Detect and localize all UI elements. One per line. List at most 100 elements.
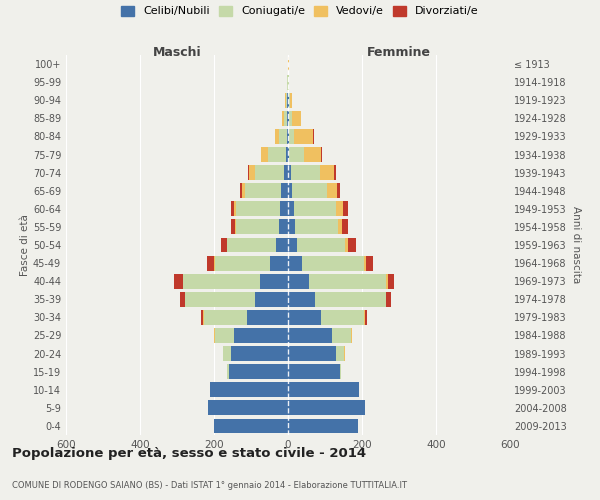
Bar (334, 165, 336, 180)
Bar (320, 165, 334, 180)
Bar (287, 129, 288, 144)
Bar (310, 274, 386, 288)
Bar (343, 202, 347, 216)
Bar (342, 220, 347, 234)
Bar (297, 238, 345, 252)
Text: Popolazione per età, sesso e stato civile - 2014: Popolazione per età, sesso e stato civil… (12, 448, 366, 460)
Bar (286, 93, 287, 108)
Bar (279, 220, 288, 234)
Bar (287, 111, 288, 126)
Bar (336, 346, 344, 361)
Bar (208, 256, 214, 270)
Bar (386, 292, 391, 306)
Bar (345, 238, 348, 252)
Bar (208, 400, 288, 415)
Bar (288, 292, 314, 306)
Bar (214, 256, 215, 270)
Bar (235, 220, 236, 234)
Bar (288, 328, 332, 343)
Bar (260, 147, 262, 162)
Bar (288, 202, 294, 216)
Bar (214, 418, 288, 434)
Bar (276, 238, 288, 252)
Bar (182, 274, 183, 288)
Bar (338, 220, 342, 234)
Bar (248, 165, 249, 180)
Bar (366, 256, 373, 270)
Bar (215, 256, 269, 270)
Bar (240, 184, 242, 198)
Bar (235, 202, 236, 216)
Bar (288, 256, 302, 270)
Bar (351, 328, 352, 343)
Bar (214, 328, 215, 343)
Bar (292, 111, 301, 126)
Bar (288, 93, 289, 108)
Bar (288, 382, 359, 397)
Bar (223, 346, 230, 361)
Bar (230, 346, 288, 361)
Legend: Celibi/Nubili, Coniugati/e, Vedovi/e, Divorziati/e: Celibi/Nubili, Coniugati/e, Vedovi/e, Di… (121, 6, 479, 16)
Bar (280, 129, 287, 144)
Bar (269, 256, 288, 270)
Bar (210, 382, 288, 397)
Text: Femmine: Femmine (367, 46, 431, 59)
Bar (229, 364, 288, 379)
Bar (289, 111, 292, 126)
Bar (288, 274, 310, 288)
Bar (288, 238, 297, 252)
Bar (288, 220, 295, 234)
Bar (292, 184, 327, 198)
Bar (236, 220, 279, 234)
Bar (249, 165, 254, 180)
Bar (284, 165, 288, 180)
Bar (302, 256, 364, 270)
Bar (294, 129, 313, 144)
Bar (288, 184, 292, 198)
Bar (183, 274, 260, 288)
Bar (203, 310, 247, 325)
Bar (288, 111, 289, 126)
Bar (254, 165, 284, 180)
Bar (245, 184, 281, 198)
Bar (221, 238, 227, 252)
Bar (386, 274, 388, 288)
Bar (348, 238, 356, 252)
Bar (288, 400, 365, 415)
Bar (236, 202, 280, 216)
Bar (288, 147, 289, 162)
Bar (268, 147, 286, 162)
Y-axis label: Fasce di età: Fasce di età (20, 214, 30, 276)
Bar (175, 274, 182, 288)
Text: COMUNE DI RODENGO SAIANO (BS) - Dati ISTAT 1° gennaio 2014 - Elaborazione TUTTIT: COMUNE DI RODENGO SAIANO (BS) - Dati IST… (12, 480, 407, 490)
Bar (291, 165, 320, 180)
Bar (185, 292, 254, 306)
Bar (388, 274, 394, 288)
Bar (327, 184, 337, 198)
Bar (215, 328, 235, 343)
Text: Maschi: Maschi (152, 46, 202, 59)
Bar (340, 364, 341, 379)
Bar (313, 129, 314, 144)
Bar (289, 129, 294, 144)
Bar (290, 93, 292, 108)
Bar (254, 292, 288, 306)
Bar (282, 111, 284, 126)
Bar (181, 292, 185, 306)
Y-axis label: Anni di nascita: Anni di nascita (571, 206, 581, 284)
Bar (314, 292, 386, 306)
Bar (227, 364, 229, 379)
Bar (230, 220, 235, 234)
Bar (304, 147, 322, 162)
Bar (247, 310, 288, 325)
Bar (232, 202, 235, 216)
Bar (235, 328, 288, 343)
Bar (286, 147, 288, 162)
Bar (337, 184, 340, 198)
Bar (284, 111, 287, 126)
Bar (295, 220, 338, 234)
Bar (364, 256, 366, 270)
Bar (288, 364, 340, 379)
Bar (260, 274, 288, 288)
Bar (227, 238, 276, 252)
